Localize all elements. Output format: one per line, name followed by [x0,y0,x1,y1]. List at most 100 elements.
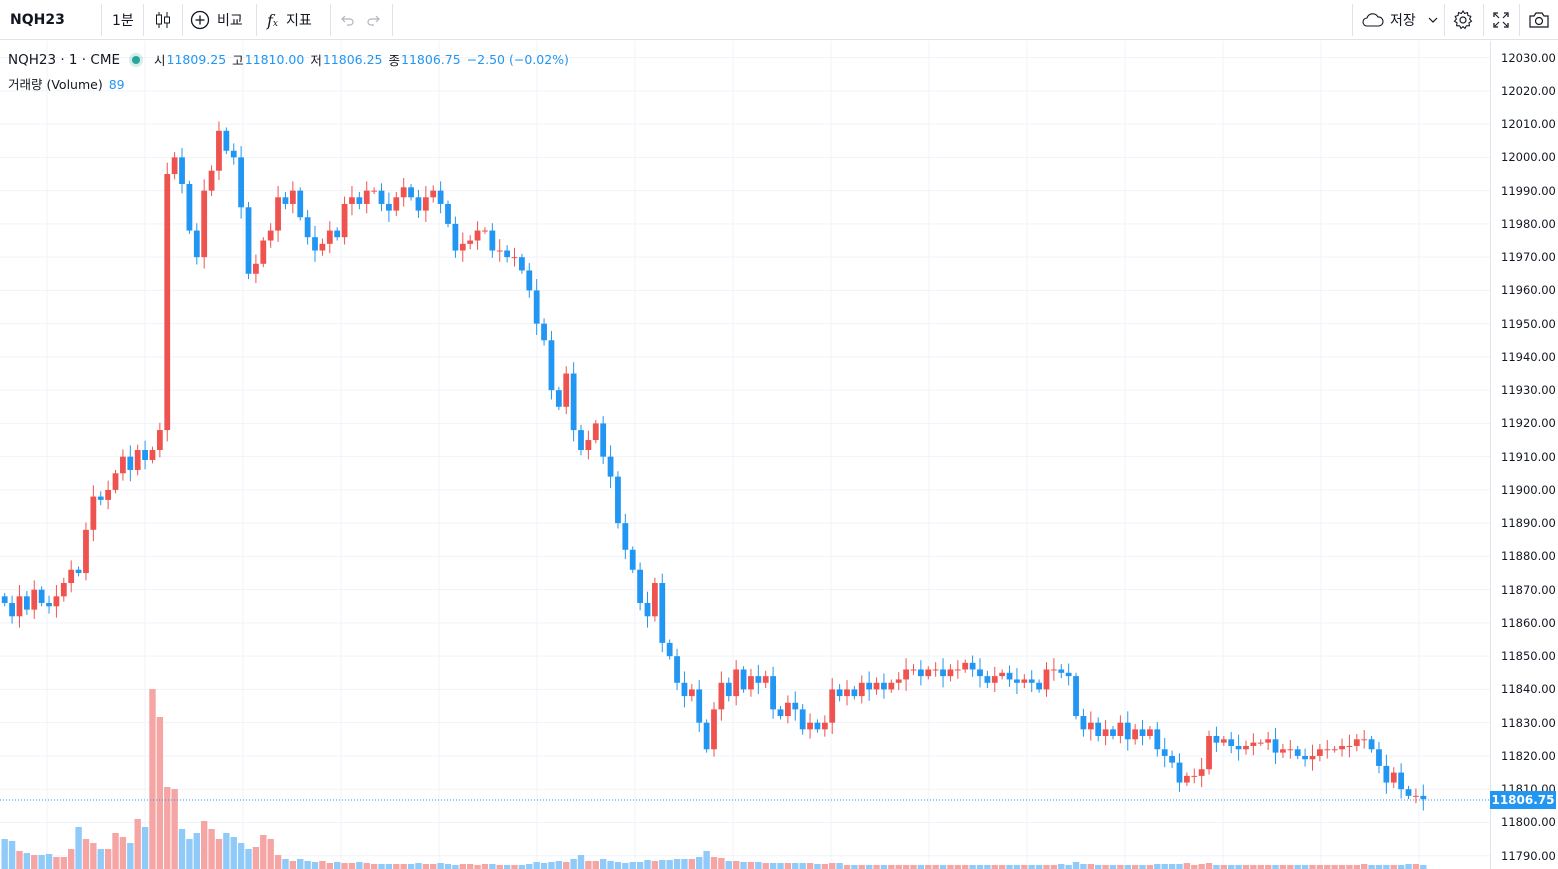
candle-body [1191,775,1198,777]
chart-type-button[interactable] [153,0,173,40]
candle-body [393,197,400,211]
volume-bar [792,863,799,869]
low-value: 11806.25 [322,52,383,67]
volume-bar [629,862,636,869]
volume-bar [1420,865,1427,869]
legend-title: NQH23 · 1 · CME [8,51,120,68]
volume-bar [1383,865,1390,869]
candle-body [371,190,378,192]
candle-body [134,450,141,470]
high-value: 11810.00 [244,52,305,67]
volume-bar [289,861,297,869]
candle-body [836,689,843,697]
candle-body [792,702,799,710]
price-tick-label: 12020.00 [1501,83,1556,98]
toolbar-divider [330,4,331,36]
undo-button[interactable] [339,0,355,40]
candle-body [615,476,621,524]
price-tick-label: 11990.00 [1501,183,1556,198]
volume-bar [97,849,104,869]
volume-bar [134,819,141,869]
gear-icon [1452,9,1474,31]
candle-body [718,682,725,710]
candle-body [459,243,466,251]
symbol-search[interactable]: NQH23 [10,0,65,40]
volume-bar [363,863,370,869]
volume-bar [585,861,592,869]
candle-body [999,672,1006,677]
save-label: 저장 [1390,13,1416,29]
settings-button[interactable] [1452,0,1474,40]
price-tick-label: 11920.00 [1501,416,1556,431]
candle-body [703,722,710,750]
candle-body [991,676,998,683]
volume-bar [932,865,939,869]
toolbar-divider [1444,4,1445,36]
candle-body [925,669,932,677]
interval-button[interactable]: 1분 [112,0,134,40]
volume-bar [378,864,385,869]
candle-body [1257,742,1264,744]
screenshot-button[interactable] [1528,0,1550,40]
volume-bar [1324,865,1331,869]
volume-bar [939,865,947,869]
candle-body [437,190,444,204]
volume-bar [1176,864,1183,869]
price-tick-label: 11880.00 [1501,549,1556,564]
fullscreen-button[interactable] [1492,0,1510,40]
volume-bar [319,861,326,869]
volume-bar [1213,865,1220,869]
candle-body [674,656,680,683]
candle-body [1294,749,1301,756]
volume-bar [1228,865,1235,869]
volume-bar [865,865,873,869]
volume-bar [954,865,962,869]
open-label: 시 [154,53,166,68]
volume-bar [747,862,755,869]
volume-bar [223,833,230,869]
candle-body [142,450,148,460]
candle-body [541,323,547,341]
price-tick-label: 12010.00 [1501,117,1556,132]
volume-bar [333,862,341,869]
candle-body [260,240,267,264]
volume-bar [1279,865,1287,869]
candle-body [607,456,614,477]
change-value: −2.50 (−0.02%) [466,52,569,67]
volume-bar [304,861,311,869]
compare-button[interactable]: 비교 [190,0,243,40]
last-price-label: 11806.75 [1490,791,1556,809]
volume-bar [1250,865,1257,869]
candle-body [1161,749,1168,756]
volume-bar [215,839,223,869]
candle-body [563,373,570,407]
volume-value: 89 [108,77,125,92]
candle-body [851,689,858,697]
candle-body [895,679,902,683]
candle-body [171,157,178,175]
volume-bar [710,857,718,869]
price-axis[interactable]: 12030.00 12020.00 12010.00 12000.00 11990.00… [1490,41,1558,869]
candle-body [526,270,533,291]
candle-body [755,676,762,683]
volume-bar [193,833,200,869]
volume-bar [1006,865,1013,869]
candle-body [1331,749,1338,751]
price-chart[interactable] [0,41,1490,869]
volume-bar [851,865,858,869]
volume-bar [511,865,518,869]
candle-body [90,496,97,530]
top-toolbar: NQH23 1분 비교 fx 지표 저장 [0,0,1558,40]
save-button[interactable]: 저장 [1361,0,1438,40]
indicators-button[interactable]: fx 지표 [267,0,312,40]
candle-body [363,190,370,204]
volume-bar [1338,865,1346,869]
candle-body [378,190,385,204]
candle-body [821,722,828,730]
candle-body [23,596,30,610]
candle-body [762,676,769,683]
redo-button[interactable] [366,0,382,40]
redo-icon [366,12,382,28]
volume-bar [1124,865,1131,869]
candlestick-icon [153,10,173,30]
